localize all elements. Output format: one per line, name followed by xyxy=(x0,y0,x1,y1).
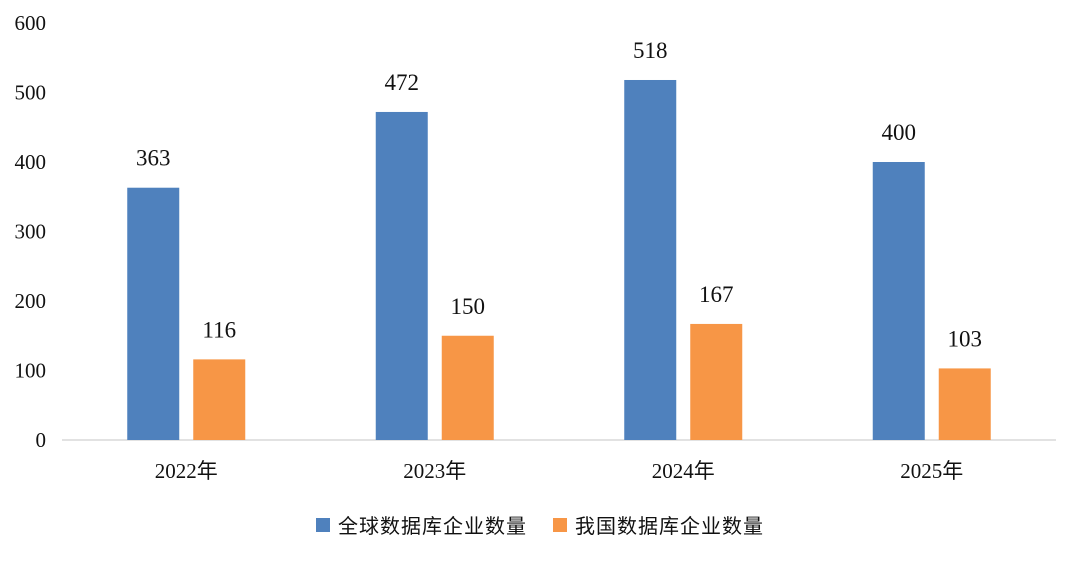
legend: 全球数据库企业数量 我国数据库企业数量 xyxy=(0,510,1080,539)
data-label: 116 xyxy=(202,317,236,342)
bar-global xyxy=(872,162,925,440)
y-tick-label: 0 xyxy=(36,428,47,452)
bar-china xyxy=(441,335,494,440)
y-tick-label: 300 xyxy=(15,220,47,244)
x-tick-label: 2025年 xyxy=(900,459,963,483)
y-tick-label: 500 xyxy=(15,81,47,105)
data-label: 103 xyxy=(948,326,983,351)
x-tick-label: 2023年 xyxy=(403,459,466,483)
y-tick-label: 600 xyxy=(15,11,47,35)
legend-item-global: 全球数据库企业数量 xyxy=(316,510,527,539)
bar-global xyxy=(624,79,677,441)
data-label: 400 xyxy=(882,120,917,145)
bar-global xyxy=(375,111,428,441)
y-tick-label: 100 xyxy=(15,359,47,383)
y-tick-label: 200 xyxy=(15,289,47,313)
data-label: 472 xyxy=(385,70,420,95)
legend-swatch-china xyxy=(553,517,567,532)
legend-swatch-global xyxy=(316,517,330,532)
bar-global xyxy=(127,187,180,440)
x-tick-label: 2022年 xyxy=(155,459,218,483)
legend-label-global: 全球数据库企业数量 xyxy=(338,514,527,538)
legend-item-china: 我国数据库企业数量 xyxy=(553,510,764,539)
data-label: 150 xyxy=(451,294,486,319)
y-tick-label: 400 xyxy=(15,150,47,174)
data-label: 363 xyxy=(136,146,171,171)
legend-label-china: 我国数据库企业数量 xyxy=(575,514,764,538)
bar-china xyxy=(690,323,743,440)
data-label: 167 xyxy=(699,282,734,307)
x-tick-label: 2024年 xyxy=(652,459,715,483)
bar-china xyxy=(193,359,246,440)
bar-china xyxy=(938,368,991,440)
data-label: 518 xyxy=(633,38,668,63)
